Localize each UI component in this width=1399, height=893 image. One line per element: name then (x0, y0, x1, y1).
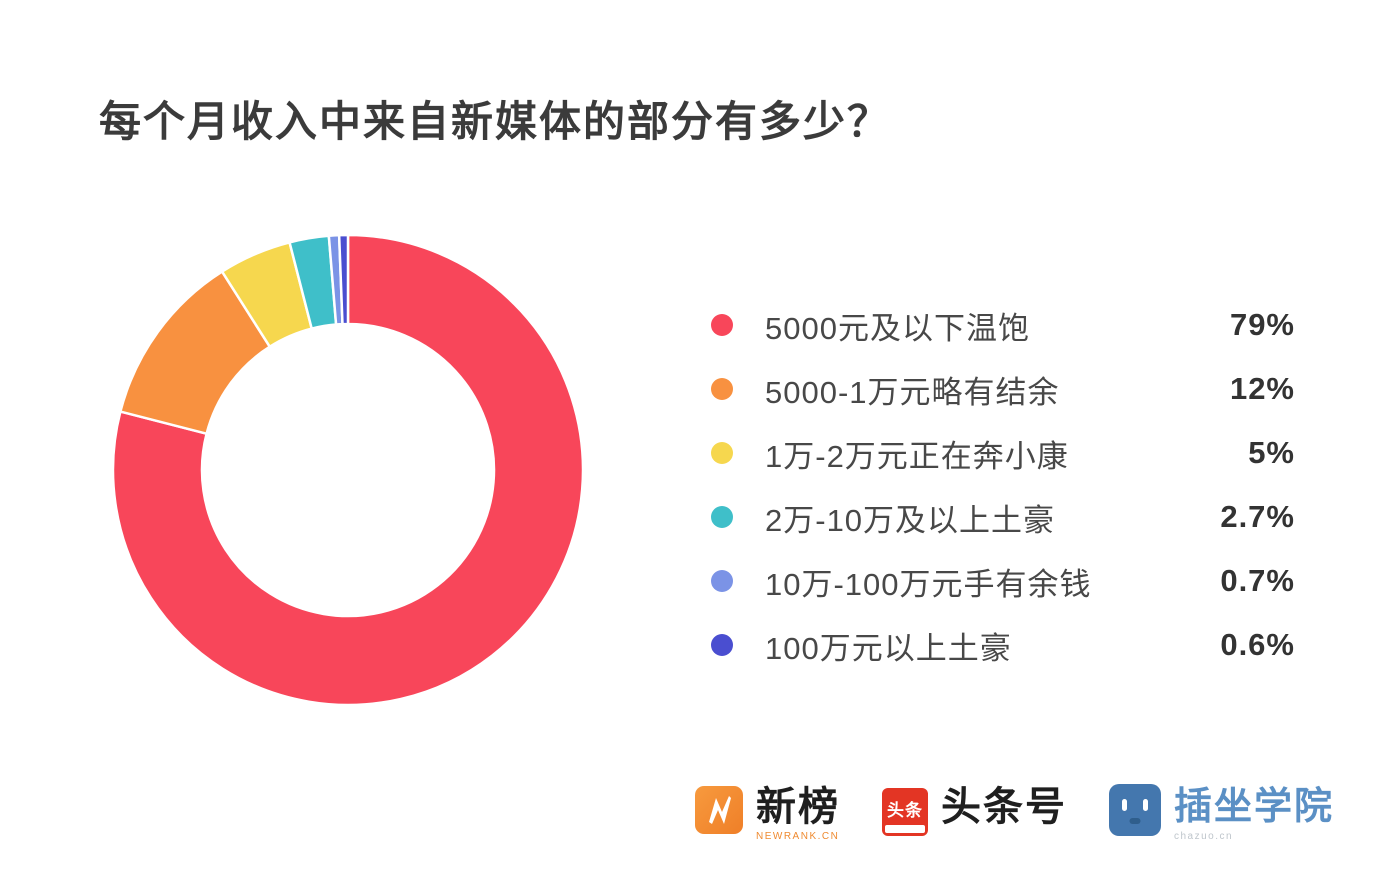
legend-value: 12% (1229, 371, 1295, 406)
sponsor-logos: 新榜 NEWRANK.CN 头条 头条号 插坐学院 chazuo.cn (695, 784, 1334, 842)
legend-value: 79% (1229, 307, 1295, 342)
donut-chart-svg (111, 233, 585, 707)
legend-item: 5000-1万元略有结余 12% (705, 357, 1295, 421)
legend-item: 100万元以上土豪 0.6% (705, 613, 1295, 677)
legend-value: 0.6% (1220, 627, 1295, 662)
chazuo-url: chazuo.cn (1174, 831, 1234, 842)
legend-item: 2万-10万及以上土豪 2.7% (705, 485, 1295, 549)
legend-dot (711, 634, 733, 656)
legend-item: 5000元及以下温饱 79% (705, 293, 1295, 357)
page-title: 每个月收入中来自新媒体的部分有多少？ (99, 98, 892, 145)
legend-label: 10万-100万元手有余钱 (765, 566, 1092, 602)
donut-slice (111, 233, 585, 707)
brand-newrank: 新榜 NEWRANK.CN (695, 784, 840, 842)
toutiao-logo-text: 头条 (887, 801, 923, 820)
legend-dot (711, 314, 733, 336)
legend-item: 10万-100万元手有余钱 0.7% (705, 549, 1295, 613)
brand-chazuo: 插坐学院 chazuo.cn (1109, 784, 1334, 842)
legend-dot (711, 506, 733, 528)
brand-toutiao: 头条 头条号 (882, 784, 1067, 836)
chazuo-mouth-icon (1129, 818, 1141, 824)
legend-label: 5000-1万元略有结余 (765, 374, 1060, 410)
newrank-name: 新榜 (756, 785, 840, 829)
toutiao-logo-strip (885, 825, 925, 833)
chazuo-logo-icon (1109, 784, 1161, 836)
legend-value: 5% (1248, 435, 1295, 470)
toutiao-name: 头条号 (941, 785, 1067, 829)
legend-value: 0.7% (1220, 563, 1295, 598)
legend-value: 2.7% (1220, 499, 1295, 534)
toutiao-logo-icon: 头条 (882, 788, 928, 836)
legend-label: 100万元以上土豪 (765, 630, 1012, 666)
legend-item: 1万-2万元正在奔小康 5% (705, 421, 1295, 485)
lightning-n-icon (709, 796, 731, 824)
legend-label: 5000元及以下温饱 (765, 310, 1030, 346)
legend-dot (711, 378, 733, 400)
legend-label: 2万-10万及以上土豪 (765, 502, 1056, 538)
legend-label: 1万-2万元正在奔小康 (765, 438, 1069, 474)
chazuo-eye-icon (1143, 799, 1148, 811)
legend-dot (711, 570, 733, 592)
donut-slice (337, 233, 350, 326)
newrank-logo-icon (695, 786, 743, 834)
legend-dot (711, 442, 733, 464)
chazuo-eye-icon (1122, 799, 1127, 811)
donut-chart (103, 225, 593, 715)
newrank-url: NEWRANK.CN (756, 831, 840, 842)
chart-legend: 5000元及以下温饱 79% 5000-1万元略有结余 12% 1万-2万元正在… (705, 293, 1295, 677)
chazuo-name: 插坐学院 (1174, 786, 1335, 828)
